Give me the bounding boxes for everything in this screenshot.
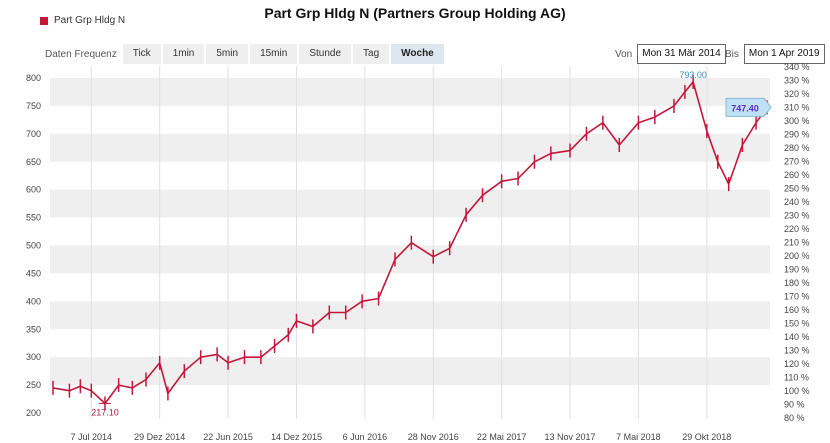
- y-right-tick-label: 220 %: [784, 224, 810, 234]
- y-right-tick-label: 190 %: [784, 265, 810, 275]
- freq-button-15min[interactable]: 15min: [250, 44, 298, 64]
- legend-label: Part Grp Hldg N: [54, 15, 126, 26]
- y-right-tick-label: 230 %: [784, 211, 810, 221]
- y-left-tick-label: 450: [26, 268, 41, 278]
- y-right-tick-label: 80 %: [784, 413, 805, 423]
- last-value-box: [725, 97, 772, 117]
- y-left-tick-label: 350: [26, 324, 41, 334]
- x-tick-label: 29 Okt 2018: [682, 432, 731, 442]
- y-right-tick-label: 260 %: [784, 170, 810, 180]
- grid-band: [50, 189, 770, 218]
- x-tick-label: 13 Nov 2017: [545, 432, 596, 442]
- y-right-tick-label: 280 %: [784, 143, 810, 153]
- x-tick-label: 22 Mai 2017: [477, 432, 527, 442]
- y-left-tick-label: 200: [26, 408, 41, 418]
- y-right-tick-label: 120 %: [784, 359, 810, 369]
- y-left-tick-label: 600: [26, 185, 41, 195]
- x-tick-label: 22 Jun 2015: [203, 432, 253, 442]
- y-right-tick-label: 300 %: [784, 116, 810, 126]
- x-tick-label: 6 Jun 2016: [343, 432, 388, 442]
- x-tick-label: 28 Nov 2016: [408, 432, 459, 442]
- y-right-tick-label: 200 %: [784, 251, 810, 261]
- y-left-tick-label: 550: [26, 213, 41, 223]
- x-tick-label: 29 Dez 2014: [134, 432, 185, 442]
- chart-title: Part Grp Hldg N (Partners Group Holding …: [264, 5, 566, 21]
- grid-band: [50, 133, 770, 162]
- y-right-tick-label: 250 %: [784, 184, 810, 194]
- grid-band: [50, 78, 770, 106]
- y-left-tick-label: 300: [26, 352, 41, 362]
- to-label: Bis: [725, 48, 739, 60]
- y-right-tick-label: 130 %: [784, 346, 810, 356]
- y-right-tick-label: 340 %: [784, 62, 810, 72]
- y-right-tick-label: 90 %: [784, 400, 805, 410]
- y-right-tick-label: 140 %: [784, 332, 810, 342]
- frequency-label: Daten Frequenz: [45, 48, 117, 60]
- y-left-tick-label: 750: [26, 101, 41, 111]
- y-right-tick-label: 240 %: [784, 197, 810, 207]
- freq-button-tick[interactable]: Tick: [122, 44, 161, 64]
- x-tick-label: 14 Dez 2015: [271, 432, 322, 442]
- freq-button-stunde[interactable]: Stunde: [299, 44, 352, 64]
- from-date-field[interactable]: Mon 31 Mär 2014: [637, 44, 726, 64]
- y-right-tick-label: 310 %: [784, 103, 810, 113]
- x-tick-label: 7 Mai 2018: [616, 432, 661, 442]
- min-value-label: 217.10: [91, 407, 119, 417]
- grid-band: [50, 245, 770, 274]
- y-left-tick-label: 650: [26, 157, 41, 167]
- y-right-tick-label: 180 %: [784, 278, 810, 288]
- y-left-tick-label: 400: [26, 296, 41, 306]
- y-left-tick-label: 500: [26, 241, 41, 251]
- to-date-field[interactable]: Mon 1 Apr 2019: [743, 44, 825, 64]
- range-to: Bis Mon 1 Apr 2019: [725, 44, 825, 64]
- last-value-tag: 747.40: [725, 97, 772, 117]
- y-right-tick-label: 160 %: [784, 305, 810, 315]
- y-right-tick-label: 110 %: [784, 373, 809, 383]
- y-left-tick-label: 700: [26, 129, 41, 139]
- last-value-label: 747.40: [731, 103, 759, 113]
- y-left-tick-label: 800: [26, 73, 41, 83]
- y-right-tick-label: 330 %: [784, 76, 810, 86]
- grid-band: [50, 301, 770, 330]
- y-right-tick-label: 170 %: [784, 292, 810, 302]
- legend-swatch: [40, 16, 48, 25]
- freq-button-tag[interactable]: Tag: [353, 44, 390, 64]
- range-from: Von Mon 31 Mär 2014: [615, 44, 726, 64]
- y-right-tick-label: 100 %: [784, 386, 810, 396]
- y-right-tick-label: 150 %: [784, 319, 810, 329]
- x-tick-label: 7 Jul 2014: [71, 432, 113, 442]
- y-right-tick-label: 320 %: [784, 89, 810, 99]
- y-right-tick-label: 210 %: [784, 238, 810, 248]
- max-value-label: 793.00: [679, 70, 707, 80]
- grid-band: [50, 357, 770, 386]
- y-left-tick-label: 250: [26, 380, 41, 390]
- freq-button-1min[interactable]: 1min: [162, 44, 205, 64]
- y-right-tick-label: 290 %: [784, 130, 810, 140]
- from-label: Von: [615, 48, 633, 60]
- freq-button-woche[interactable]: Woche: [391, 44, 444, 64]
- legend: Part Grp Hldg N: [40, 15, 125, 26]
- y-right-tick-label: 270 %: [784, 157, 810, 167]
- frequency-toolbar: Daten Frequenz Tick 1min 5min 15min Stun…: [45, 44, 446, 64]
- freq-button-5min[interactable]: 5min: [206, 44, 249, 64]
